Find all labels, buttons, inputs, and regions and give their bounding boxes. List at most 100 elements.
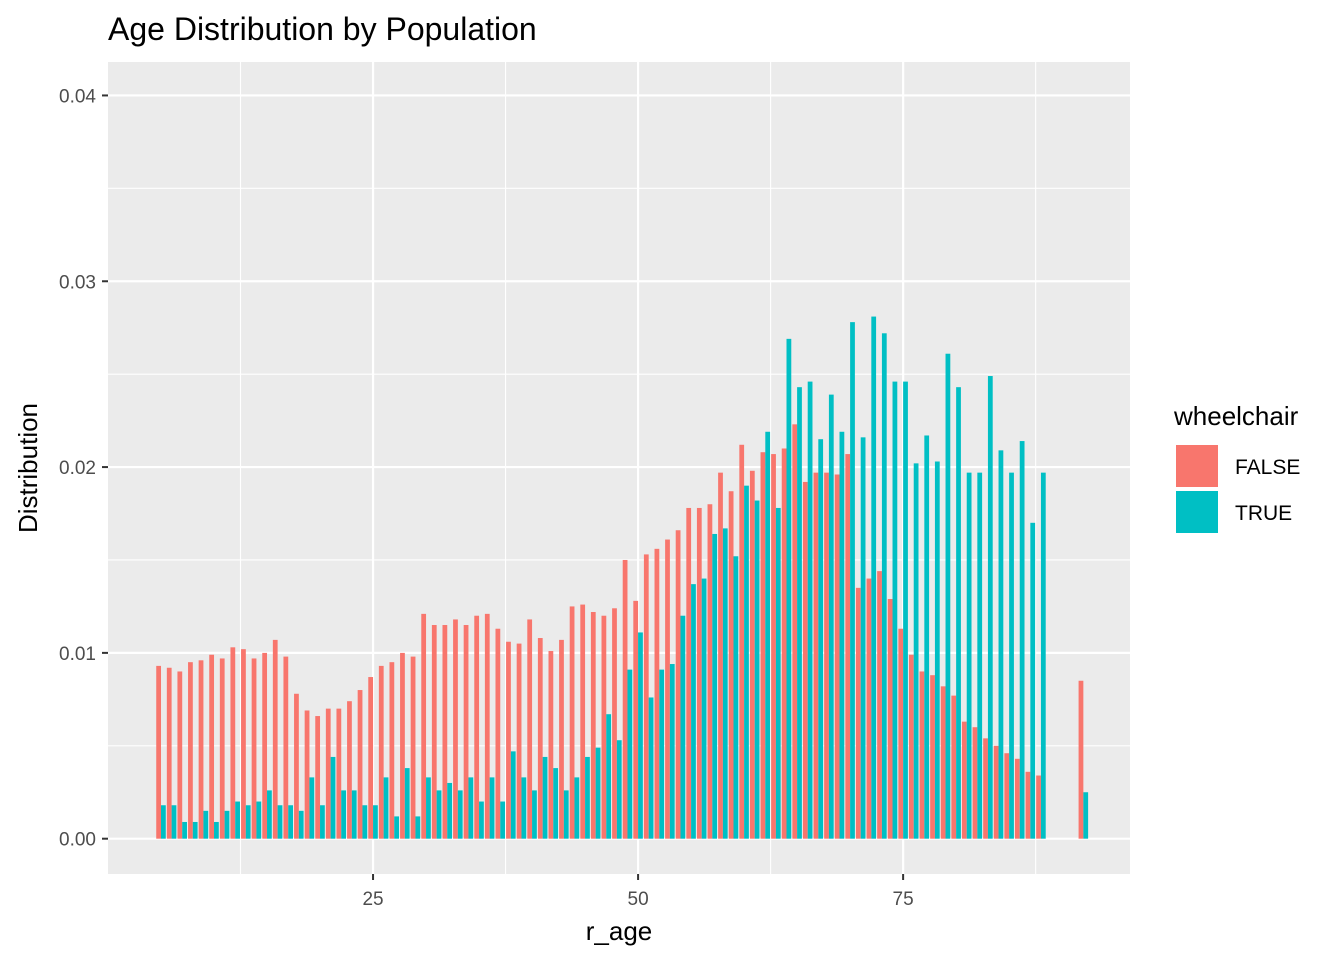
bar-true <box>616 740 622 839</box>
bar-false <box>156 665 162 839</box>
legend-title: wheelchair <box>1173 401 1299 431</box>
bar-false <box>357 690 363 839</box>
bar-false <box>718 472 723 839</box>
bar-false <box>643 554 649 839</box>
bar-true <box>775 507 781 839</box>
chart-title: Age Distribution by Population <box>108 11 537 47</box>
bar-true <box>479 801 484 839</box>
bar-true <box>892 381 898 839</box>
bar-false <box>580 604 586 839</box>
bar-false <box>166 667 172 839</box>
bar-false <box>548 651 554 839</box>
bar-true <box>722 528 728 839</box>
bar-false <box>559 639 564 839</box>
bar-false <box>675 530 681 839</box>
y-tick-label: 0.01 <box>59 644 96 665</box>
bar-false <box>1036 775 1041 839</box>
bar-false <box>781 448 787 839</box>
bar-false <box>749 470 755 839</box>
bar-true <box>924 435 930 839</box>
bar-true <box>871 316 877 839</box>
bar-false <box>378 665 384 839</box>
bar-false <box>707 504 713 839</box>
bar-true <box>828 394 834 839</box>
bar-false <box>421 613 427 839</box>
bar-true <box>563 790 569 839</box>
bar-true <box>267 790 272 839</box>
bar-false <box>665 539 670 839</box>
bar-true <box>500 801 506 839</box>
bar-false <box>1014 758 1020 839</box>
legend-label-false: FALSE <box>1235 456 1300 479</box>
bar-false <box>983 738 988 839</box>
bar-false <box>484 613 490 839</box>
bar-true <box>521 777 527 839</box>
bar-true <box>161 805 166 839</box>
bar-false <box>771 454 776 839</box>
bar-true <box>309 777 315 839</box>
x-axis-label: r_age <box>586 916 653 946</box>
bar-true <box>966 472 972 839</box>
bar-true <box>818 439 824 839</box>
bar-false <box>569 606 575 839</box>
bar-true <box>595 747 601 839</box>
bar-false <box>177 671 183 839</box>
bar-false <box>845 454 851 839</box>
bar-false <box>442 625 448 839</box>
bar-true <box>224 810 230 839</box>
legend: wheelchair FALSE TRUE <box>1173 401 1300 533</box>
bar-false <box>728 491 734 839</box>
bar-true <box>680 615 686 839</box>
legend-label-true: TRUE <box>1235 502 1292 525</box>
bar-false <box>516 643 522 839</box>
bar-false <box>325 708 331 839</box>
bar-false <box>262 652 268 839</box>
bar-true <box>913 463 919 839</box>
bar-true <box>934 461 940 839</box>
bar-true <box>298 810 304 839</box>
bar-false <box>537 638 543 839</box>
bar-false <box>951 695 957 839</box>
y-tick-label: 0.02 <box>59 458 96 479</box>
bar-true <box>881 333 887 839</box>
bar-true <box>532 790 537 839</box>
bar-true <box>987 376 993 839</box>
bar-false <box>347 701 352 839</box>
bar-true <box>351 790 357 839</box>
bar-true <box>712 533 718 839</box>
legend-key-false <box>1176 445 1218 487</box>
bar-false <box>410 656 416 839</box>
bar-true <box>839 431 845 839</box>
bar-false <box>940 686 946 839</box>
bar-false <box>686 507 692 839</box>
bar-true <box>1009 472 1014 839</box>
bar-false <box>209 654 215 839</box>
bar-true <box>754 500 760 839</box>
bar-true <box>585 756 590 839</box>
bar-false <box>887 598 893 839</box>
bar-true <box>669 664 675 839</box>
bar-true <box>807 381 813 839</box>
bar-true <box>510 751 516 839</box>
bar-false <box>453 619 458 839</box>
bar-true <box>447 782 453 839</box>
bar-true <box>701 578 707 839</box>
bars <box>156 316 1089 839</box>
bar-false <box>336 708 342 839</box>
bar-true <box>903 381 908 839</box>
bar-true <box>362 805 368 839</box>
bar-false <box>633 600 639 839</box>
bar-true <box>341 790 347 839</box>
bar-true <box>1019 441 1025 839</box>
bar-true <box>214 821 219 839</box>
bar-true <box>1030 522 1036 839</box>
legend-key-true <box>1176 491 1218 533</box>
x-tick-label: 50 <box>628 889 649 910</box>
y-tick-label: 0.00 <box>59 830 96 851</box>
bar-false <box>696 507 702 839</box>
bar-true <box>733 556 739 839</box>
bar-true <box>373 805 378 839</box>
bar-false <box>792 424 798 839</box>
bar-false <box>283 656 289 839</box>
bar-false <box>802 481 808 839</box>
